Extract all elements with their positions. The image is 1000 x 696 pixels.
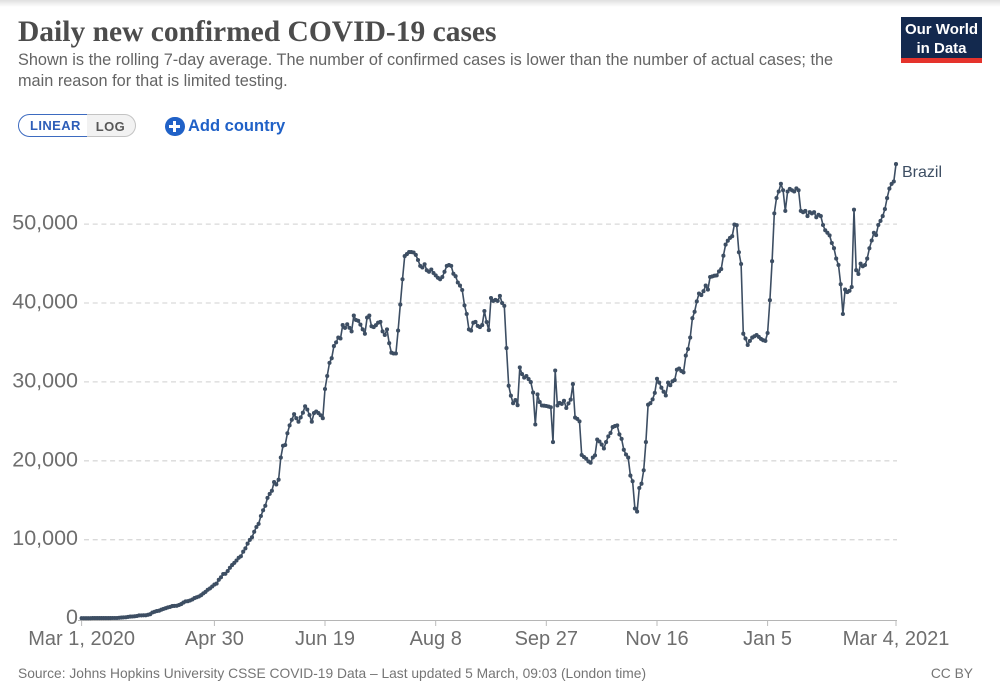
svg-text:30,000: 30,000 — [12, 368, 78, 392]
svg-text:Jun 19: Jun 19 — [295, 628, 355, 650]
svg-text:Mar 4, 2021: Mar 4, 2021 — [843, 628, 950, 650]
svg-text:Aug 8: Aug 8 — [410, 628, 462, 650]
svg-text:Apr 30: Apr 30 — [185, 628, 244, 650]
svg-text:Sep 27: Sep 27 — [515, 628, 578, 650]
svg-text:Nov 16: Nov 16 — [625, 628, 688, 650]
svg-text:0: 0 — [66, 605, 78, 629]
svg-text:Jan 5: Jan 5 — [743, 628, 792, 650]
svg-text:50,000: 50,000 — [12, 211, 78, 235]
svg-text:20,000: 20,000 — [12, 447, 78, 471]
svg-text:Mar 1, 2020: Mar 1, 2020 — [28, 628, 135, 650]
svg-text:Brazil: Brazil — [902, 164, 942, 181]
svg-text:40,000: 40,000 — [12, 290, 78, 314]
svg-text:10,000: 10,000 — [12, 526, 78, 550]
